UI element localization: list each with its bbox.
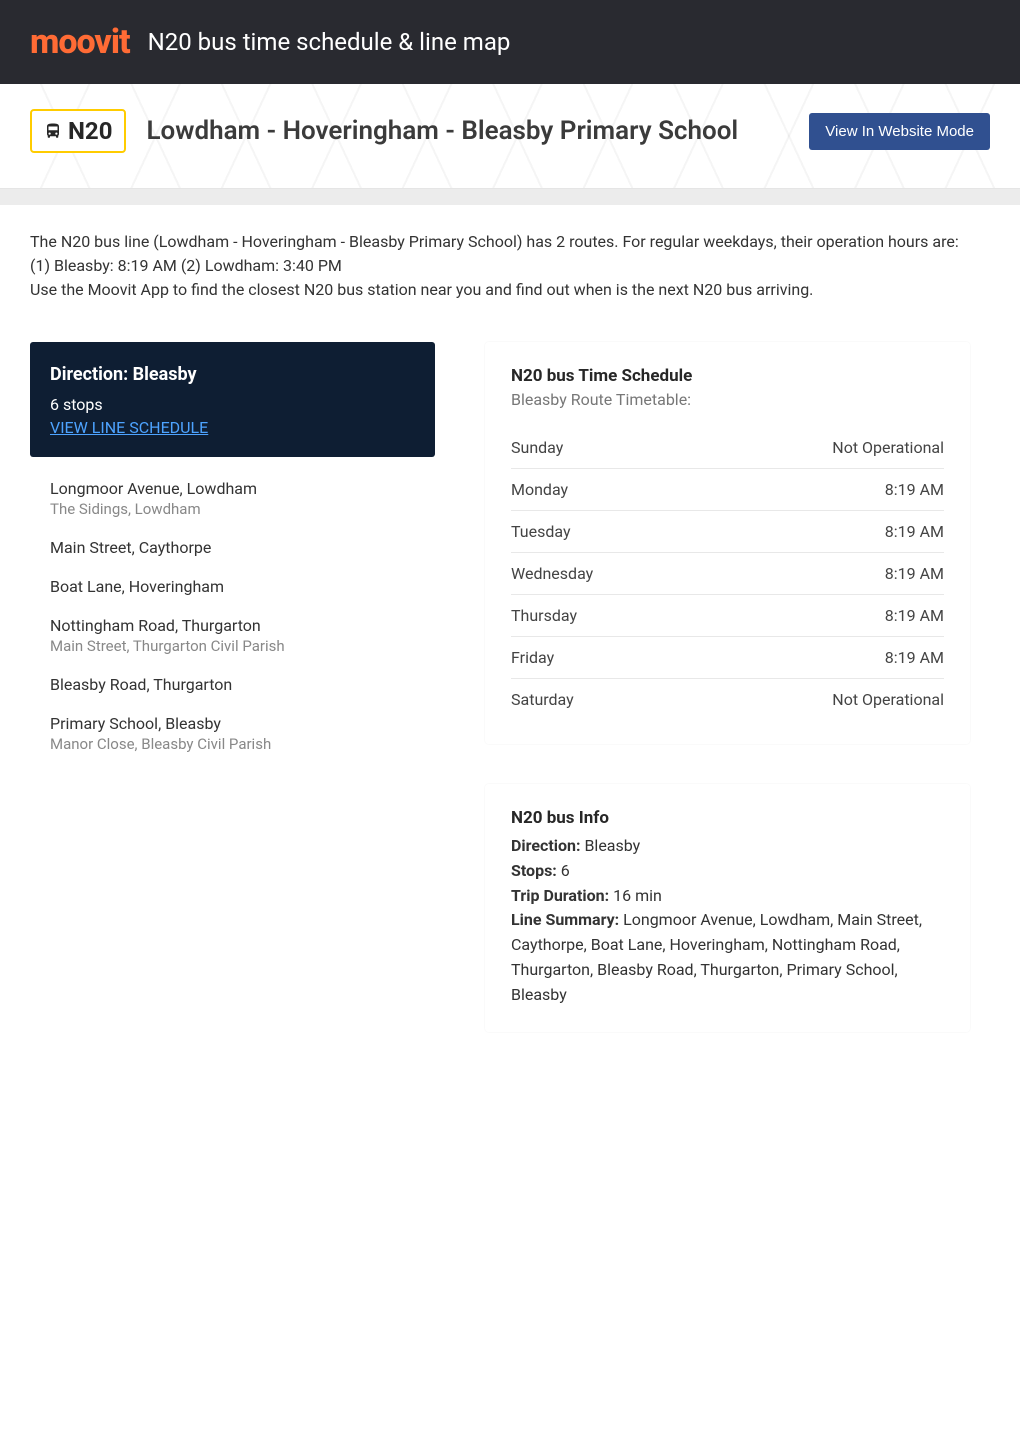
view-line-schedule-link[interactable]: VIEW LINE SCHEDULE	[50, 418, 208, 437]
schedule-day: Monday	[511, 480, 568, 499]
stop-name: Nottingham Road, Thurgarton	[50, 616, 415, 635]
schedule-time: 8:19 AM	[885, 606, 944, 625]
stop-name: Boat Lane, Hoveringham	[50, 577, 415, 596]
info-title: N20 bus Info	[511, 808, 944, 828]
schedule-day: Saturday	[511, 690, 574, 709]
schedule-subtitle: Bleasby Route Timetable:	[511, 390, 944, 409]
schedule-row: Tuesday 8:19 AM	[511, 511, 944, 553]
info-direction: Direction: Bleasby	[511, 834, 944, 859]
info-stops-value: 6	[557, 861, 570, 880]
view-website-button[interactable]: View In Website Mode	[809, 113, 990, 150]
info-summary-label: Line Summary:	[511, 910, 619, 929]
info-summary: Line Summary: Longmoor Avenue, Lowdham, …	[511, 908, 944, 1007]
stop-name: Primary School, Bleasby	[50, 714, 415, 733]
info-card: N20 bus Info Direction: Bleasby Stops: 6…	[485, 784, 970, 1032]
stop-item: Bleasby Road, Thurgarton	[50, 675, 415, 694]
schedule-time: Not Operational	[832, 690, 944, 709]
schedule-card: N20 bus Time Schedule Bleasby Route Time…	[485, 342, 970, 744]
right-column: N20 bus Time Schedule Bleasby Route Time…	[485, 342, 970, 1072]
stop-item: Boat Lane, Hoveringham	[50, 577, 415, 596]
direction-card: Direction: Bleasby 6 stops VIEW LINE SCH…	[30, 342, 435, 457]
direction-stops-count: 6 stops	[50, 395, 415, 414]
stop-sub: The Sidings, Lowdham	[50, 500, 415, 518]
stop-sub: Main Street, Thurgarton Civil Parish	[50, 637, 415, 655]
intro-line-2: (1) Bleasby: 8:19 AM (2) Lowdham: 3:40 P…	[30, 254, 990, 278]
intro-line-3: Use the Moovit App to find the closest N…	[30, 278, 990, 302]
intro-line-1: The N20 bus line (Lowdham - Hoveringham …	[30, 230, 990, 254]
schedule-time: 8:19 AM	[885, 564, 944, 583]
info-duration-value: 16 min	[609, 886, 662, 905]
stops-list: Longmoor Avenue, Lowdham The Sidings, Lo…	[30, 457, 435, 783]
schedule-row: Thursday 8:19 AM	[511, 595, 944, 637]
page-title: N20 bus time schedule & line map	[148, 28, 511, 56]
schedule-day: Thursday	[511, 606, 577, 625]
schedule-time: Not Operational	[832, 438, 944, 457]
schedule-time: 8:19 AM	[885, 522, 944, 541]
schedule-row: Friday 8:19 AM	[511, 637, 944, 679]
stop-sub: Manor Close, Bleasby Civil Parish	[50, 735, 415, 753]
spacer	[0, 189, 1020, 205]
intro-text: The N20 bus line (Lowdham - Hoveringham …	[0, 205, 1020, 332]
schedule-time: 8:19 AM	[885, 648, 944, 667]
schedule-day: Sunday	[511, 438, 563, 457]
top-header: moovit N20 bus time schedule & line map	[0, 0, 1020, 84]
hero-section: N20 Lowdham - Hoveringham - Bleasby Prim…	[0, 84, 1020, 189]
schedule-title: N20 bus Time Schedule	[511, 366, 944, 386]
schedule-row: Sunday Not Operational	[511, 427, 944, 469]
stop-item: Primary School, Bleasby Manor Close, Ble…	[50, 714, 415, 753]
schedule-row: Wednesday 8:19 AM	[511, 553, 944, 595]
stop-item: Main Street, Caythorpe	[50, 538, 415, 557]
bus-icon	[44, 122, 62, 140]
schedule-row: Monday 8:19 AM	[511, 469, 944, 511]
info-stops-label: Stops:	[511, 861, 557, 880]
schedule-day: Tuesday	[511, 522, 571, 541]
stop-name: Longmoor Avenue, Lowdham	[50, 479, 415, 498]
info-duration: Trip Duration: 16 min	[511, 884, 944, 909]
info-duration-label: Trip Duration:	[511, 886, 609, 905]
schedule-time: 8:19 AM	[885, 480, 944, 499]
schedule-day: Wednesday	[511, 564, 593, 583]
route-title: Lowdham - Hoveringham - Bleasby Primary …	[146, 116, 738, 146]
info-direction-value: Bleasby	[580, 836, 640, 855]
line-badge-text: N20	[68, 117, 112, 145]
stop-item: Nottingham Road, Thurgarton Main Street,…	[50, 616, 415, 655]
info-stops: Stops: 6	[511, 859, 944, 884]
schedule-day: Friday	[511, 648, 554, 667]
schedule-row: Saturday Not Operational	[511, 679, 944, 720]
left-column: Direction: Bleasby 6 stops VIEW LINE SCH…	[30, 342, 435, 783]
line-badge: N20	[30, 109, 126, 153]
info-direction-label: Direction:	[511, 836, 580, 855]
stop-name: Main Street, Caythorpe	[50, 538, 415, 557]
content-columns: Direction: Bleasby 6 stops VIEW LINE SCH…	[0, 332, 1020, 1152]
hero-left: N20 Lowdham - Hoveringham - Bleasby Prim…	[30, 109, 738, 153]
direction-title: Direction: Bleasby	[50, 364, 415, 385]
stop-item: Longmoor Avenue, Lowdham The Sidings, Lo…	[50, 479, 415, 518]
stop-name: Bleasby Road, Thurgarton	[50, 675, 415, 694]
moovit-logo: moovit	[30, 22, 130, 62]
